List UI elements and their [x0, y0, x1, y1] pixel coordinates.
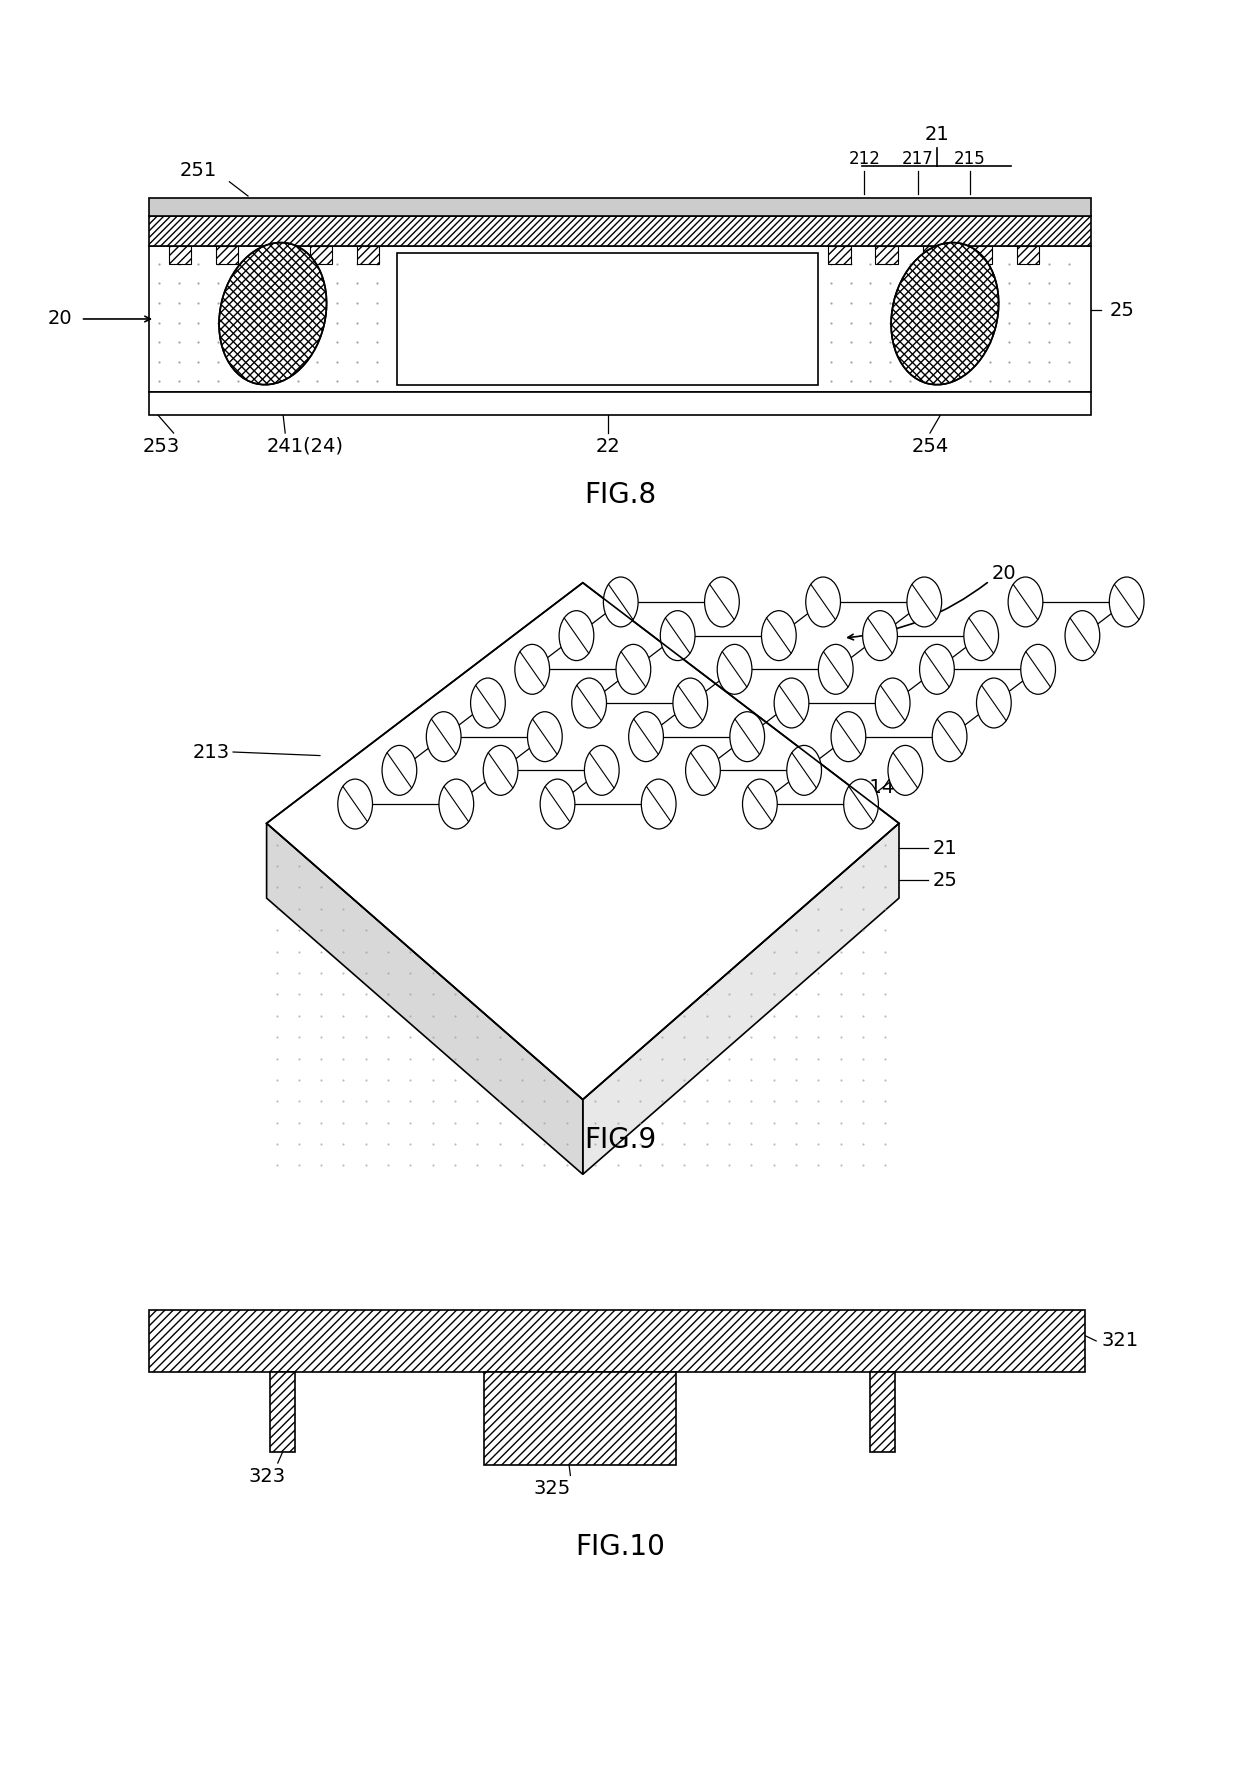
Text: 21: 21 [925, 125, 950, 144]
Text: 214: 214 [858, 779, 895, 797]
Text: 323: 323 [248, 1467, 285, 1486]
Bar [870, 1372, 895, 1452]
Bar [149, 392, 1091, 415]
Text: 20: 20 [47, 310, 72, 328]
Circle shape [673, 677, 708, 727]
Circle shape [1021, 645, 1055, 695]
Circle shape [843, 779, 878, 829]
Bar [1017, 246, 1039, 264]
Text: 241(24): 241(24) [267, 437, 343, 456]
Circle shape [1008, 577, 1043, 627]
Circle shape [875, 677, 910, 727]
Circle shape [629, 711, 663, 761]
Bar [149, 246, 1091, 392]
Circle shape [730, 711, 765, 761]
Circle shape [920, 645, 955, 695]
Circle shape [1065, 611, 1100, 661]
Circle shape [572, 677, 606, 727]
Polygon shape [583, 823, 899, 1174]
Circle shape [686, 745, 720, 795]
Polygon shape [267, 823, 583, 1174]
Circle shape [888, 745, 923, 795]
Text: 217: 217 [901, 150, 934, 168]
Circle shape [559, 611, 594, 661]
Circle shape [470, 677, 506, 727]
Bar [216, 246, 238, 264]
Bar [357, 246, 379, 264]
Text: 22: 22 [595, 437, 620, 456]
Circle shape [660, 611, 694, 661]
Bar [149, 216, 1091, 246]
Circle shape [1110, 577, 1145, 627]
Bar [149, 198, 1091, 216]
Text: 254: 254 [911, 437, 949, 456]
Text: 253: 253 [143, 437, 180, 456]
Text: FIG.9: FIG.9 [584, 1126, 656, 1155]
Circle shape [831, 711, 866, 761]
Circle shape [439, 779, 474, 829]
Circle shape [786, 745, 821, 795]
Ellipse shape [219, 242, 326, 385]
Text: 25: 25 [932, 871, 957, 889]
Circle shape [704, 577, 739, 627]
Circle shape [641, 779, 676, 829]
Polygon shape [267, 583, 899, 1099]
Text: 213: 213 [192, 743, 229, 761]
Text: 251: 251 [180, 160, 217, 180]
Bar [270, 1372, 295, 1452]
Circle shape [515, 645, 549, 695]
Circle shape [337, 779, 372, 829]
Text: 325: 325 [533, 1479, 570, 1499]
Text: 215: 215 [954, 150, 986, 168]
Circle shape [932, 711, 967, 761]
Text: 21: 21 [932, 839, 957, 857]
Circle shape [527, 711, 562, 761]
Circle shape [761, 611, 796, 661]
Bar [484, 1372, 677, 1465]
Circle shape [806, 577, 841, 627]
Bar [875, 246, 898, 264]
Circle shape [818, 645, 853, 695]
Circle shape [484, 745, 518, 795]
Bar [828, 246, 851, 264]
Text: FIG.8: FIG.8 [584, 481, 656, 510]
Bar [169, 246, 191, 264]
Circle shape [584, 745, 619, 795]
Bar [310, 246, 332, 264]
Bar [263, 246, 285, 264]
Circle shape [963, 611, 998, 661]
Circle shape [774, 677, 808, 727]
Circle shape [427, 711, 461, 761]
Circle shape [863, 611, 898, 661]
Circle shape [604, 577, 639, 627]
Circle shape [616, 645, 651, 695]
Text: 20: 20 [992, 565, 1017, 583]
Circle shape [906, 577, 941, 627]
Circle shape [541, 779, 575, 829]
Ellipse shape [892, 242, 998, 385]
Circle shape [382, 745, 417, 795]
Circle shape [976, 677, 1011, 727]
Text: 212: 212 [848, 150, 880, 168]
Bar [970, 246, 992, 264]
Circle shape [743, 779, 777, 829]
Circle shape [717, 645, 751, 695]
Bar [149, 1310, 1085, 1372]
Bar [397, 253, 818, 385]
Text: 25: 25 [1110, 301, 1135, 319]
Text: FIG.10: FIG.10 [575, 1533, 665, 1561]
Text: 321: 321 [1101, 1331, 1138, 1351]
Bar [923, 246, 945, 264]
